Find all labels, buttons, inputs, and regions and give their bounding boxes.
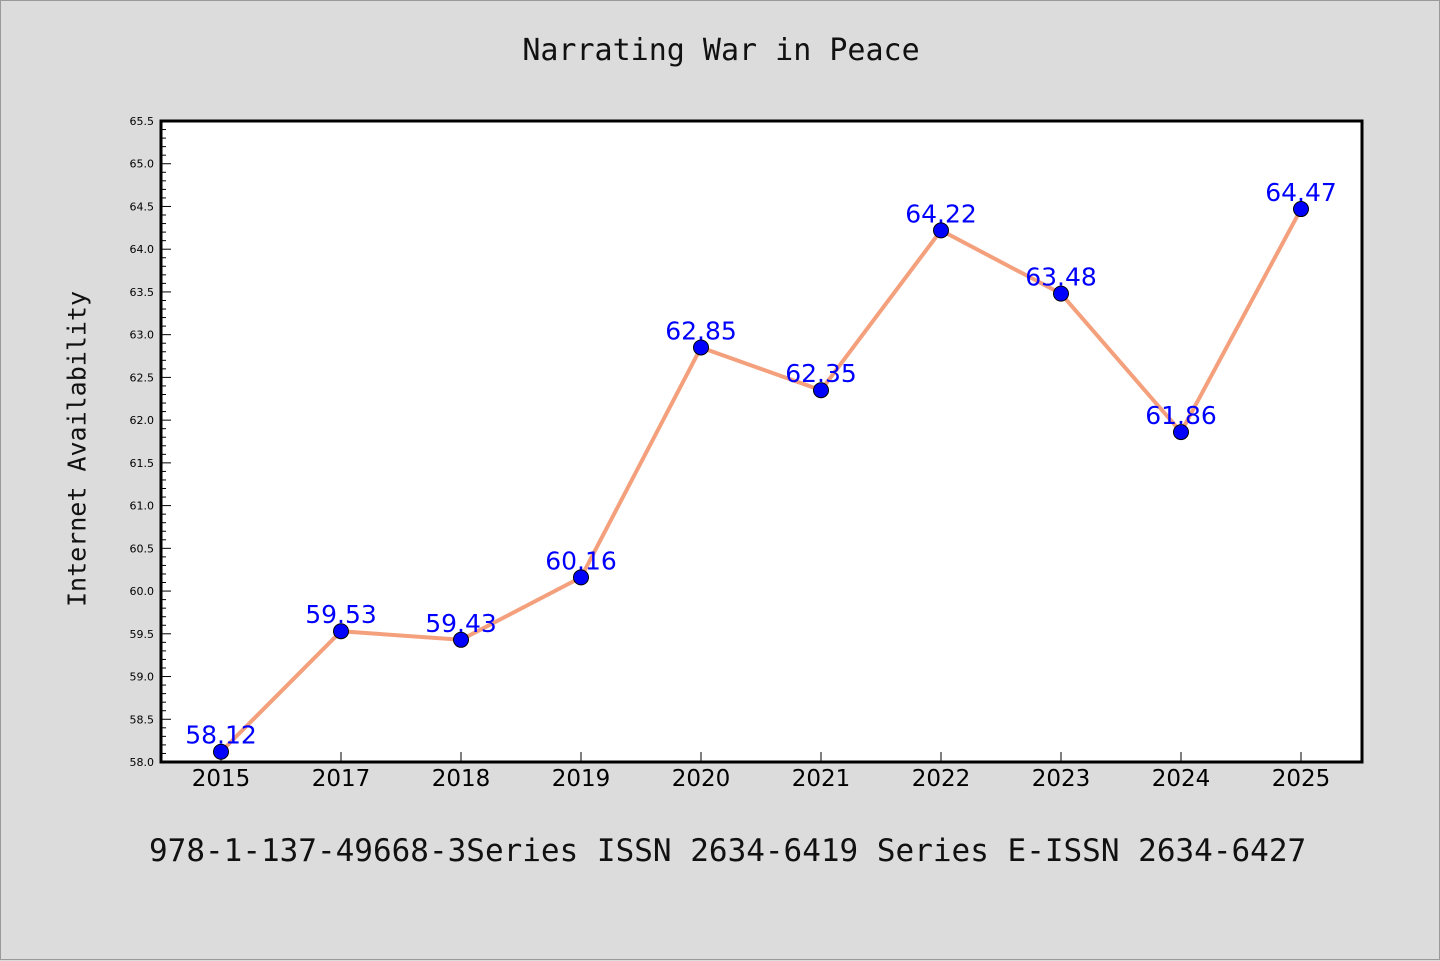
data-point <box>213 743 229 760</box>
data-point <box>453 631 469 648</box>
y-tick-label: 59.0 <box>130 671 155 684</box>
data-point <box>1053 285 1069 302</box>
y-tick-label: 63.5 <box>130 286 155 299</box>
series-line <box>219 208 1303 754</box>
data-point <box>573 569 589 586</box>
x-tick-label: 2017 <box>312 766 371 792</box>
data-label: 64.22 <box>905 199 977 228</box>
data-point <box>1173 424 1189 441</box>
x-tick-label: 2025 <box>1272 766 1331 792</box>
y-tick-label: 60.5 <box>130 542 155 555</box>
y-tick-label: 64.0 <box>130 243 155 256</box>
y-tick-label: 58.5 <box>130 713 155 726</box>
y-tick-label: 60.0 <box>130 585 155 598</box>
data-point <box>1293 201 1309 218</box>
x-tick-label: 2021 <box>792 766 851 792</box>
data-point <box>933 222 949 239</box>
data-point <box>813 382 829 399</box>
x-tick-label: 2019 <box>552 766 611 792</box>
data-label: 62.85 <box>665 316 737 345</box>
y-tick-label: 65.0 <box>130 158 155 171</box>
y-tick-label: 62.5 <box>130 371 155 384</box>
x-tick-label: 2024 <box>1152 766 1211 792</box>
y-tick-label: 63.0 <box>130 329 155 342</box>
data-label: 62.35 <box>785 359 857 388</box>
data-point <box>333 623 349 640</box>
data-label: 61.86 <box>1145 401 1217 430</box>
x-tick-label: 2020 <box>672 766 731 792</box>
y-tick-label: 61.0 <box>130 500 155 513</box>
y-tick-label: 58.0 <box>130 756 155 769</box>
data-label: 59.43 <box>425 609 497 638</box>
x-tick-label: 2015 <box>192 766 251 792</box>
footer-text: 978-1-137-49668-3Series ISSN 2634-6419 S… <box>149 833 1307 869</box>
y-tick-label: 59.5 <box>130 628 155 641</box>
y-tick-label: 61.5 <box>130 457 155 470</box>
data-point <box>693 339 709 356</box>
y-tick-label: 64.5 <box>130 200 155 213</box>
x-tick-label: 2018 <box>432 766 491 792</box>
y-tick-label: 65.5 <box>130 115 155 128</box>
x-tick-label: 2022 <box>912 766 971 792</box>
plot-area <box>161 121 1362 762</box>
chart-title: Narrating War in Peace <box>522 33 920 68</box>
data-label: 63.48 <box>1025 263 1097 292</box>
y-tick-label: 62.0 <box>130 414 155 427</box>
data-label: 60.16 <box>545 546 617 575</box>
plot-frame <box>159 119 1364 764</box>
x-tick-label: 2023 <box>1032 766 1091 792</box>
data-label: 64.47 <box>1265 178 1337 207</box>
data-label: 58.12 <box>185 721 257 750</box>
data-label: 59.53 <box>305 600 377 629</box>
